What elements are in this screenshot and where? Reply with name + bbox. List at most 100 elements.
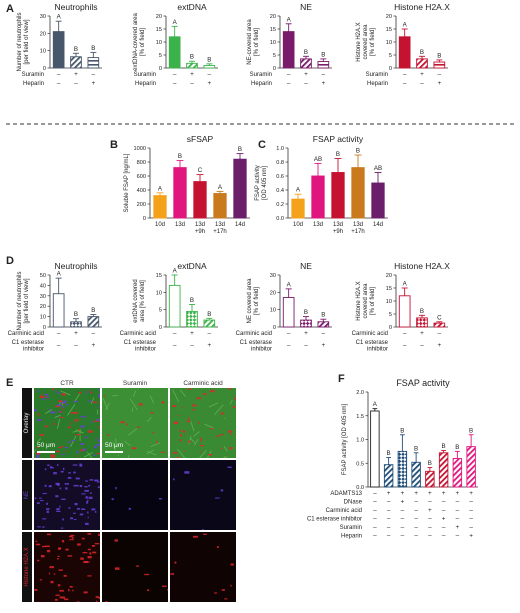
stain-signal bbox=[58, 447, 62, 449]
y-axis-label: [per field of view] bbox=[24, 278, 30, 323]
stain-signal bbox=[68, 427, 70, 429]
bar bbox=[438, 452, 449, 488]
y-tick-label: 5 bbox=[389, 312, 392, 318]
treatment-label: Heparin bbox=[135, 81, 156, 87]
stain-signal bbox=[167, 588, 168, 591]
treatment-mark: – bbox=[173, 71, 177, 78]
stain-signal bbox=[94, 446, 97, 449]
x-tick-label: 10d bbox=[293, 222, 303, 228]
chart-title: extDNA bbox=[177, 261, 207, 271]
tissue-fiber bbox=[112, 394, 119, 397]
stain-signal bbox=[114, 567, 120, 570]
stain-signal bbox=[82, 551, 88, 554]
bar bbox=[186, 310, 198, 328]
tissue-fiber bbox=[193, 438, 199, 446]
bar bbox=[186, 62, 198, 69]
stain-signal bbox=[60, 446, 64, 448]
treatment-mark: – bbox=[190, 80, 194, 87]
y-tick-label: 20 bbox=[270, 290, 276, 296]
stain-signal bbox=[40, 554, 45, 558]
y-tick-label: 15 bbox=[270, 27, 276, 33]
stain-signal bbox=[209, 390, 213, 392]
treatment-mark: + bbox=[190, 330, 194, 337]
significance-letter: B bbox=[336, 151, 340, 158]
stain-signal bbox=[86, 501, 89, 504]
scale-bar bbox=[37, 451, 55, 453]
micrograph-image bbox=[34, 460, 100, 530]
micrograph-column-label: CTR bbox=[60, 380, 74, 387]
stain-signal bbox=[61, 498, 66, 500]
treatment-label: C1 esterase inhibitor bbox=[307, 517, 362, 523]
stain-signal bbox=[88, 400, 93, 402]
tissue-fiber bbox=[193, 431, 200, 437]
stain-signal bbox=[203, 393, 207, 395]
stain-signal bbox=[199, 444, 205, 447]
tissue-fiber bbox=[199, 450, 207, 458]
stain-signal bbox=[62, 406, 65, 408]
treatment-label: Carminic acid bbox=[352, 331, 388, 337]
significance-letter: A bbox=[173, 268, 178, 275]
stain-signal bbox=[85, 480, 89, 482]
treatment-label: C1 esterase bbox=[12, 340, 45, 346]
stain-signal bbox=[53, 573, 56, 575]
stain-signal bbox=[72, 464, 78, 466]
y-tick-label: 10 bbox=[40, 49, 46, 55]
tissue-fiber bbox=[87, 452, 93, 458]
stain-signal bbox=[86, 391, 88, 394]
stain-signal bbox=[136, 426, 141, 428]
tissue-fiber bbox=[129, 398, 138, 411]
bar bbox=[70, 321, 82, 328]
stain-signal bbox=[96, 452, 100, 455]
y-tick-label: 20 bbox=[40, 31, 46, 37]
micrograph-image: 50 μm bbox=[34, 388, 100, 458]
stain-signal bbox=[39, 579, 42, 581]
stain-signal bbox=[57, 558, 59, 560]
stain-signal bbox=[229, 433, 232, 436]
stain-signal bbox=[87, 511, 89, 514]
stain-signal bbox=[58, 400, 63, 403]
significance-letter: B bbox=[74, 311, 78, 318]
x-tick-label: 13d bbox=[215, 222, 225, 228]
stain-signal bbox=[233, 397, 236, 399]
stain-signal bbox=[90, 391, 93, 394]
stain-signal bbox=[34, 589, 38, 591]
significance-letter: B bbox=[304, 309, 308, 316]
significance-letter: B bbox=[207, 311, 211, 318]
stain-signal bbox=[55, 482, 60, 485]
significance-letter: A bbox=[287, 281, 292, 288]
treatment-mark: – bbox=[469, 524, 473, 531]
scale-bar-label: 50 μm bbox=[37, 442, 56, 449]
stain-signal bbox=[70, 412, 75, 414]
stain-signal bbox=[55, 598, 58, 601]
significance-letter: A bbox=[158, 185, 163, 192]
stain-signal bbox=[50, 454, 55, 457]
tissue-fiber bbox=[223, 456, 226, 458]
stain-signal bbox=[147, 589, 150, 592]
treatment-mark: – bbox=[387, 499, 391, 506]
treatment-mark: – bbox=[173, 330, 177, 337]
treatment-mark: + bbox=[401, 499, 405, 506]
stain-signal bbox=[84, 485, 88, 488]
stain-signal bbox=[174, 561, 177, 564]
treatment-label: inhibitor bbox=[23, 347, 44, 353]
bar bbox=[383, 464, 394, 488]
bar bbox=[233, 158, 247, 219]
stain-signal bbox=[76, 450, 79, 454]
stain-signal bbox=[94, 543, 100, 545]
stain-signal bbox=[79, 484, 83, 488]
chart-D3: NE 0 10 20 30 NE covered area [% of field] A B B C… bbox=[236, 261, 332, 353]
stain-signal bbox=[36, 452, 41, 455]
stain-signal bbox=[87, 516, 89, 519]
y-tick-label: 10 bbox=[386, 299, 392, 305]
treatment-label: Carminic acid bbox=[8, 331, 44, 337]
y-tick-label: 0.6 bbox=[276, 174, 284, 180]
stain-signal bbox=[34, 409, 37, 412]
treatment-mark: + bbox=[469, 490, 473, 497]
treatment-mark: – bbox=[442, 507, 446, 514]
stain-signal bbox=[56, 404, 62, 406]
stain-signal bbox=[183, 450, 186, 452]
stain-signal bbox=[74, 419, 79, 422]
treatment-mark: – bbox=[401, 533, 405, 540]
significance-letter: C bbox=[198, 167, 203, 174]
chart-title: Histone H2A.X bbox=[394, 261, 450, 271]
